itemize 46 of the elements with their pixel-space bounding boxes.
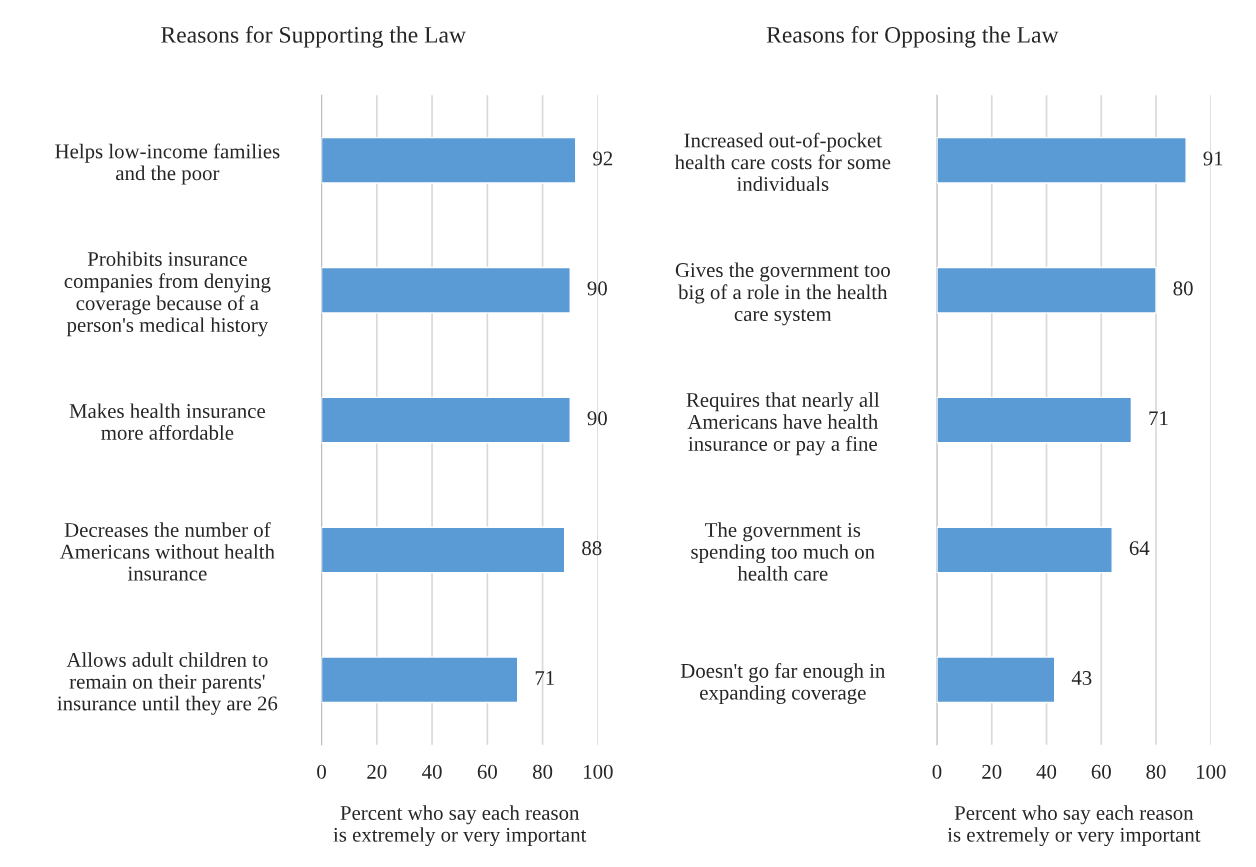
data-label: 71 xyxy=(1149,411,1168,426)
data-label: 43 xyxy=(1071,671,1092,686)
bar xyxy=(936,526,1113,574)
x-tick-label: 60 xyxy=(1091,764,1111,779)
y-tick-label: Prohibits insurance companies from denying coverage because of a person's medical history xyxy=(64,251,271,337)
data-label: 80 xyxy=(1173,281,1193,296)
bar xyxy=(936,656,1056,704)
data-label: 91 xyxy=(1203,151,1223,166)
x-tick-label: 40 xyxy=(422,764,442,779)
data-label: 90 xyxy=(587,281,607,296)
bar xyxy=(936,266,1157,314)
chart-title: Reasons for Supporting the Law xyxy=(161,25,466,48)
data-label: 90 xyxy=(587,411,607,426)
x-tick-label: 100 xyxy=(1196,764,1226,779)
chart-title: Reasons for Opposing the Law xyxy=(766,25,1059,48)
bar xyxy=(936,396,1133,444)
x-tick-label: 40 xyxy=(1036,764,1057,779)
x-tick-label: 80 xyxy=(532,764,553,779)
x-tick-label: 0 xyxy=(932,764,942,779)
y-tick-label: The government is spending too much on health care xyxy=(691,522,875,581)
y-tick-label: Helps low-income families and the poor xyxy=(55,143,280,185)
data-label: 64 xyxy=(1129,541,1150,556)
x-tick-label: 0 xyxy=(317,764,326,779)
y-tick-label: Allows adult children to remain on their parents' insurance until they are 26 xyxy=(57,652,278,715)
x-tick-label: 20 xyxy=(982,764,1002,779)
bar xyxy=(321,656,519,704)
y-tick-label: Gives the government too big of a role in the health care system xyxy=(675,262,890,326)
bar xyxy=(321,396,571,444)
y-tick-label: Requires that nearly all Americans have health insurance or pay a fine xyxy=(686,392,880,456)
x-axis-title: Percent who say each reason is extremely or very important xyxy=(333,805,587,847)
y-tick-label: Doesn't go far enough in expanding coverage xyxy=(680,663,886,705)
y-tick-label: Makes health insurance more affordable xyxy=(69,403,265,440)
data-label: 92 xyxy=(593,151,613,166)
bar xyxy=(321,526,566,574)
bar xyxy=(936,136,1187,184)
y-tick-label: Increased out-of-pocket health care costs for some individuals xyxy=(674,132,891,192)
y-tick-label: Decreases the number of Americans without health insurance xyxy=(59,522,275,581)
x-axis-title: Percent who say each reason is extremely or very important xyxy=(947,805,1201,847)
data-label: 88 xyxy=(582,541,602,556)
x-tick-label: 60 xyxy=(477,764,497,779)
x-tick-label: 20 xyxy=(367,764,387,779)
x-tick-label: 80 xyxy=(1146,764,1166,779)
bar xyxy=(321,136,577,184)
bar xyxy=(321,266,571,314)
data-label: 71 xyxy=(535,671,554,685)
x-tick-label: 100 xyxy=(584,764,613,779)
